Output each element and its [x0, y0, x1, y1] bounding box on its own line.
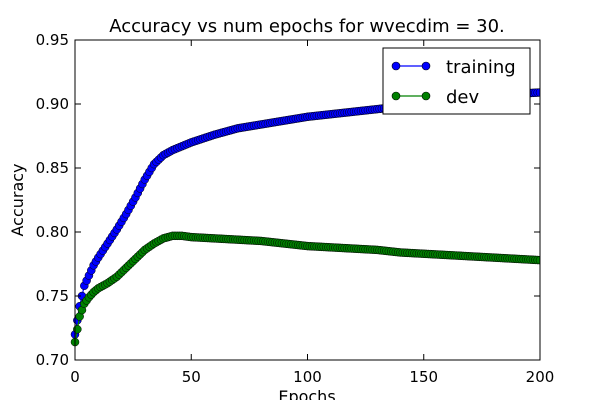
- legend-label-training: training: [446, 57, 516, 78]
- x-tick-label: 100: [293, 368, 322, 386]
- legend: training dev: [382, 47, 531, 115]
- series-dev: [70, 231, 540, 347]
- legend-marker-training: [391, 61, 401, 71]
- x-axis-title: Epochs: [278, 387, 335, 400]
- legend-marker-dev: [421, 91, 431, 101]
- y-tick-label: 0.85: [36, 159, 69, 177]
- x-tick-label: 50: [182, 368, 201, 386]
- y-axis-title: Accuracy: [8, 163, 27, 236]
- y-tick-label: 0.80: [36, 223, 69, 241]
- series-training: [70, 88, 540, 339]
- ticks-layer: 0 50 100 150 200 0.70 0.75 0.80 0.85 0.90 0.95: [36, 31, 555, 386]
- legend-box: [382, 47, 531, 115]
- chart-title: Accuracy vs num epochs for wvecdim = 30.: [109, 16, 505, 37]
- series-layer: [70, 88, 540, 347]
- legend-marker-dev: [391, 91, 401, 101]
- y-tick-label: 0.90: [36, 95, 69, 113]
- y-tick-label: 0.75: [36, 287, 69, 305]
- y-tick-label: 0.95: [36, 31, 69, 49]
- x-tick-label: 0: [70, 368, 80, 386]
- series-line-training: [74, 91, 540, 335]
- legend-marker-training: [421, 61, 431, 71]
- legend-label-dev: dev: [446, 87, 480, 108]
- x-tick-label: 200: [526, 368, 555, 386]
- data-point-dev: [535, 255, 540, 265]
- y-tick-label: 0.70: [36, 351, 69, 369]
- data-point-training: [535, 88, 540, 97]
- x-tick-label: 150: [409, 368, 438, 386]
